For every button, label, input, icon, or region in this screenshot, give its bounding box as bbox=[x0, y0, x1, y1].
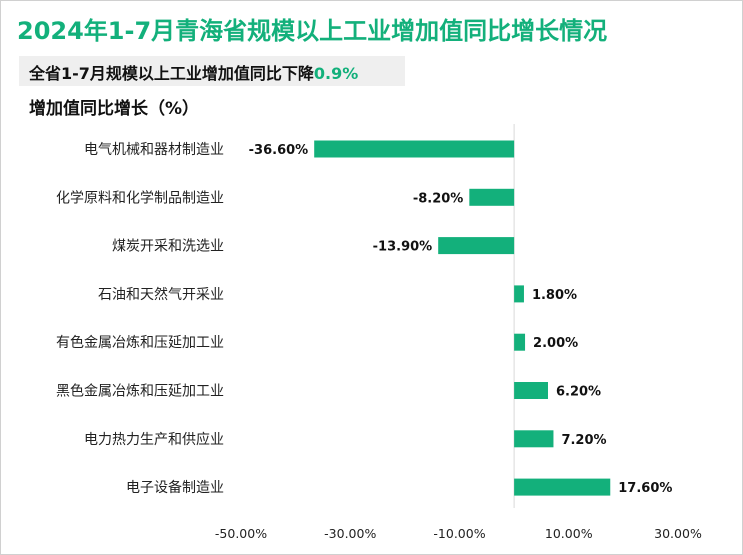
category-label-6: 电力热力生产和供应业 bbox=[84, 431, 224, 448]
subtitle-text: 全省1-7月规模以上工业增加值同比下降 bbox=[29, 64, 314, 83]
bar-4 bbox=[514, 333, 526, 351]
bar-7 bbox=[514, 478, 611, 496]
subtitle-highlight: 0.9% bbox=[313, 64, 359, 83]
category-labels-group: 电气机械和器材制造业化学原料和化学制品制造业煤炭开采和洗选业石油和天然气开采业有… bbox=[56, 142, 224, 496]
value-label-5: 6.20% bbox=[556, 385, 601, 400]
bar-3 bbox=[514, 285, 524, 303]
bar-2 bbox=[438, 237, 515, 255]
x-tick-label-2: -10.00% bbox=[433, 526, 485, 541]
x-tick-label-3: 10.00% bbox=[545, 526, 593, 541]
x-tick-labels-group: -50.00% -30.00% -10.00% 10.00% 30.00% bbox=[215, 526, 702, 541]
value-label-6: 7.20% bbox=[561, 433, 606, 448]
category-label-1: 化学原料和化学制品制造业 bbox=[56, 190, 224, 206]
bar-0 bbox=[314, 140, 515, 158]
category-label-4: 有色金属冶炼和压延加工业 bbox=[56, 334, 224, 351]
x-tick-label-0: -50.00% bbox=[215, 526, 267, 541]
category-label-0: 电气机械和器材制造业 bbox=[84, 142, 224, 158]
bar-6 bbox=[514, 430, 554, 448]
value-label-2: -13.90% bbox=[373, 240, 433, 255]
x-tick-label-4: 30.00% bbox=[654, 526, 702, 541]
category-label-5: 黑色金属冶炼和压延加工业 bbox=[56, 383, 224, 400]
bars-group bbox=[314, 140, 611, 496]
value-label-4: 2.00% bbox=[533, 336, 578, 351]
value-label-1: -8.20% bbox=[413, 191, 464, 206]
axis-label: 增加值同比增长（%） bbox=[29, 99, 200, 119]
category-label-2: 煤炭开采和洗选业 bbox=[112, 239, 224, 255]
value-label-0: -36.60% bbox=[249, 143, 309, 158]
category-label-3: 石油和天然气开采业 bbox=[98, 286, 224, 303]
value-labels-group: -36.60% -8.20% -13.90% 1.80% 2.00% 6.20% 7.20%… bbox=[249, 143, 673, 496]
bar-5 bbox=[514, 382, 548, 399]
chart-title: 2024年1-7月青海省规模以上工业增加值同比增长情况 bbox=[17, 17, 608, 45]
bar-1 bbox=[469, 188, 515, 206]
value-label-3: 1.80% bbox=[532, 288, 577, 303]
subtitle-box: 全省1-7月规模以上工业增加值同比下降0.9% bbox=[19, 56, 405, 86]
value-label-7: 17.60% bbox=[618, 481, 672, 496]
category-label-7: 电子设备制造业 bbox=[126, 479, 224, 496]
x-tick-label-1: -30.00% bbox=[324, 526, 376, 541]
